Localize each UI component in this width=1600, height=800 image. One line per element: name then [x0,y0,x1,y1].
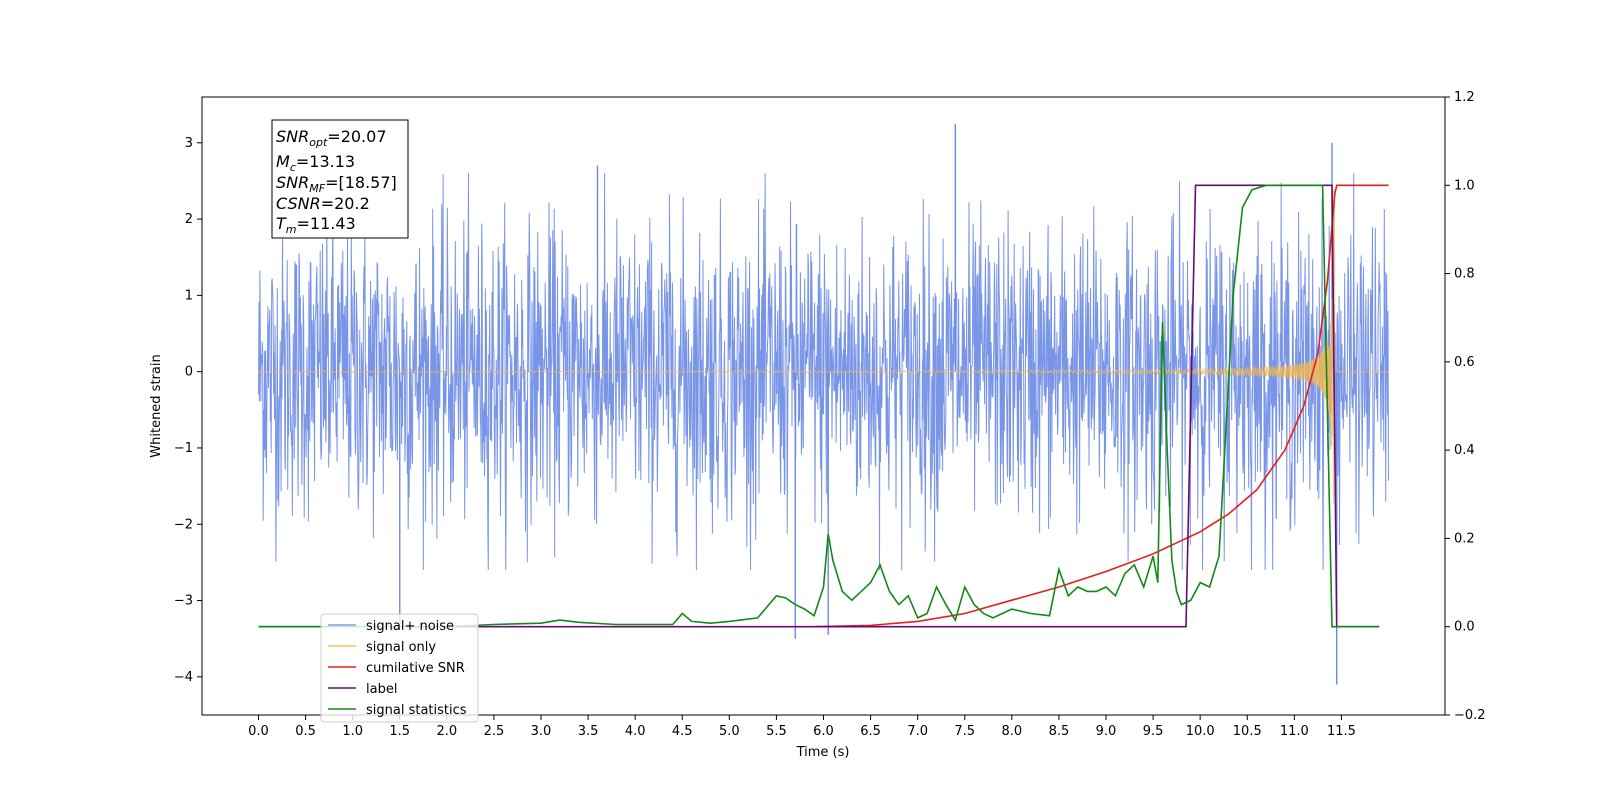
x-tick-label: 0.0 [248,724,269,739]
x-tick-label: 3.5 [578,724,599,739]
y-right-tick-label: 0.8 [1454,267,1475,282]
x-axis-label: Time (s) [796,745,850,760]
x-tick-label: 6.0 [813,724,834,739]
tm-text: Tm=11.43 [276,214,356,236]
x-tick-label: 8.5 [1049,724,1070,739]
legend-label: signal statistics [366,703,467,718]
x-tick-label: 7.0 [907,724,928,739]
y-left-tick-label: −3 [174,594,193,609]
x-tick-label: 0.5 [295,724,316,739]
ticks: 0.0 0.5 1.0 1.5 2.0 2.5 3.0 3.5 4.0 4.5 5.0 5.5 6.0 6… [174,90,1486,739]
plot-area [258,123,1389,685]
x-tick-label: 2.0 [436,724,457,739]
legend-label: cumilative SNR [366,661,465,676]
x-tick-label: 10.0 [1186,724,1215,739]
y-right-tick-label: 0.4 [1454,443,1475,458]
x-tick-label: 9.0 [1096,724,1117,739]
x-tick-label: 5.0 [719,724,740,739]
x-tick-label: 11.5 [1327,724,1356,739]
y-right-tick-label: 0.0 [1454,620,1475,635]
y-right-tick-label: 1.0 [1454,178,1475,193]
y-right-tick-label: 0.2 [1454,531,1475,546]
y-left-tick-label: −4 [174,670,193,685]
y-left-tick-label: 2 [185,212,193,227]
x-tick-label: 7.5 [954,724,975,739]
y-axis-label: Whitened strain [149,354,164,457]
csnr-text: CSNR=20.2 [276,194,370,213]
x-tick-label: 10.5 [1233,724,1262,739]
y-left-tick-label: 3 [185,136,193,151]
y-right-tick-label: −0.2 [1454,708,1486,723]
x-tick-label: 5.5 [766,724,787,739]
x-tick-label: 8.0 [1001,724,1022,739]
legend-label: label [366,682,397,697]
x-tick-label: 11.0 [1280,724,1309,739]
x-tick-label: 2.5 [484,724,505,739]
info-box: SNRopt=20.07 Mc=13.13 SNRMF=[18.57] CSNR… [271,119,409,239]
y-left-tick-label: 0 [185,365,193,380]
snr-opt-text: SNRopt=20.07 [276,127,387,149]
snr-mf-text: SNRMF=[18.57] [276,173,397,195]
series-signal-only-line [258,189,1389,505]
x-tick-label: 9.5 [1143,724,1164,739]
series-signal-statistics-line [258,184,1380,628]
x-tick-label: 4.0 [625,724,646,739]
y-right-tick-label: 0.6 [1454,355,1475,370]
y-left-tick-label: −1 [174,441,193,456]
x-tick-label: 3.0 [531,724,552,739]
series-signal-noise-line [258,173,1389,571]
x-tick-label: 4.5 [672,724,693,739]
x-tick-label: 1.0 [342,724,363,739]
y-left-tick-label: −2 [174,517,193,532]
legend-label: signal+ noise [366,619,454,634]
mc-text: Mc=13.13 [276,152,355,174]
y-right-tick-label: 1.2 [1454,90,1475,105]
y-left-tick-label: 1 [185,288,193,303]
x-tick-label: 1.5 [389,724,410,739]
x-tick-label: 6.5 [860,724,881,739]
legend-items: signal+ noise signal only cumilative SNR la… [328,619,467,718]
legend: signal+ noise signal only cumilative SNR la… [320,613,479,723]
legend-frame [320,613,479,723]
legend-label: signal only [366,640,436,655]
